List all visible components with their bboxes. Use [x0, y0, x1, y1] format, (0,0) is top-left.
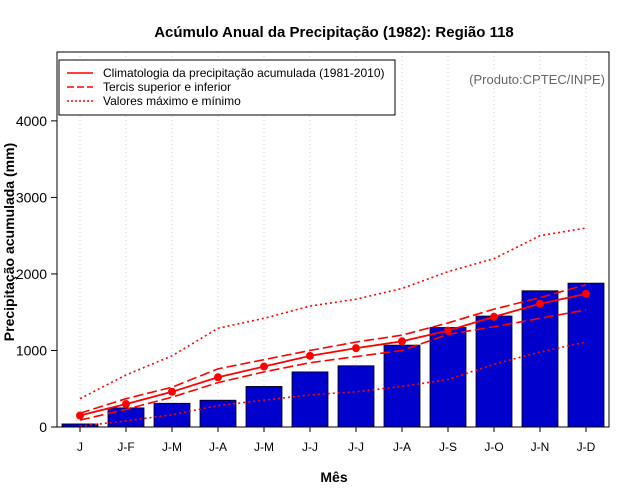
- x-tick-label: J-A: [209, 440, 227, 454]
- legend-label-terciles: Tercis superior e inferior: [103, 80, 231, 94]
- x-tick-label: J-J: [348, 440, 364, 454]
- x-tick-label: J: [77, 440, 83, 454]
- climatology-point: [214, 373, 222, 382]
- lines-layer: [76, 227, 590, 428]
- y-tick-label: 2000: [16, 266, 47, 282]
- series-line-dashed: [79, 309, 587, 421]
- bar: [383, 344, 421, 428]
- x-tick-label: J-D: [577, 440, 596, 454]
- legend-label-extremes: Valores máximo e mínimo: [103, 94, 241, 108]
- credit-text: (Produto:CPTEC/INPE): [469, 72, 605, 87]
- bar: [199, 399, 237, 428]
- bar: [521, 290, 559, 428]
- plot-frame: [56, 51, 610, 428]
- x-tick-label: J-A: [393, 440, 411, 454]
- y-tick-label: 3000: [16, 189, 47, 205]
- bar: [567, 282, 605, 428]
- bar: [291, 371, 329, 428]
- climatology-point: [76, 411, 84, 420]
- x-tick-label: J-M: [254, 440, 274, 454]
- y-tick-label: 0: [39, 419, 47, 435]
- x-tick-label: J-M: [162, 440, 182, 454]
- climatology-point: [168, 387, 176, 396]
- series-line-dotted: [79, 341, 587, 428]
- climatology-point: [536, 299, 544, 308]
- climatology-point: [352, 344, 360, 353]
- chart-title: Acúmulo Anual da Precipitação (1982): Re…: [154, 24, 514, 41]
- x-axis-label: Mês: [320, 469, 347, 485]
- axes-layer: 0 1000 2000 3000 4000 J J-F J-M J-A J-M J-J J-J J-A J…: [16, 51, 610, 454]
- climatology-point: [306, 351, 314, 360]
- x-tick-label: J-J: [302, 440, 318, 454]
- bar: [337, 365, 375, 428]
- bar: [107, 407, 145, 428]
- x-tick-label: J-S: [439, 440, 457, 454]
- bar: [153, 402, 191, 428]
- series-line-dashed: [79, 283, 587, 414]
- climatology-point: [260, 362, 268, 371]
- legend-box: [58, 59, 396, 116]
- bar: [429, 327, 467, 428]
- climatology-point: [444, 326, 452, 335]
- legend-label-climatology: Climatologia da precipitação acumulada (…: [103, 66, 385, 80]
- y-axis-label: Precipitação acumulada (mm): [1, 143, 17, 341]
- legend: Climatologia da precipitação acumulada (…: [58, 59, 396, 116]
- bar: [245, 386, 283, 428]
- x-tick-label: J-F: [117, 440, 134, 454]
- bar: [475, 315, 513, 428]
- series-line-solid: [79, 292, 587, 417]
- x-tick-label: J-O: [484, 440, 503, 454]
- x-tick-label: J-N: [531, 440, 550, 454]
- climatology-point: [122, 400, 130, 409]
- y-tick-label: 1000: [16, 342, 47, 358]
- climatology-point: [582, 289, 590, 298]
- climatology-point: [398, 337, 406, 346]
- y-tick-label: 4000: [16, 113, 47, 129]
- climatology-point: [490, 312, 498, 321]
